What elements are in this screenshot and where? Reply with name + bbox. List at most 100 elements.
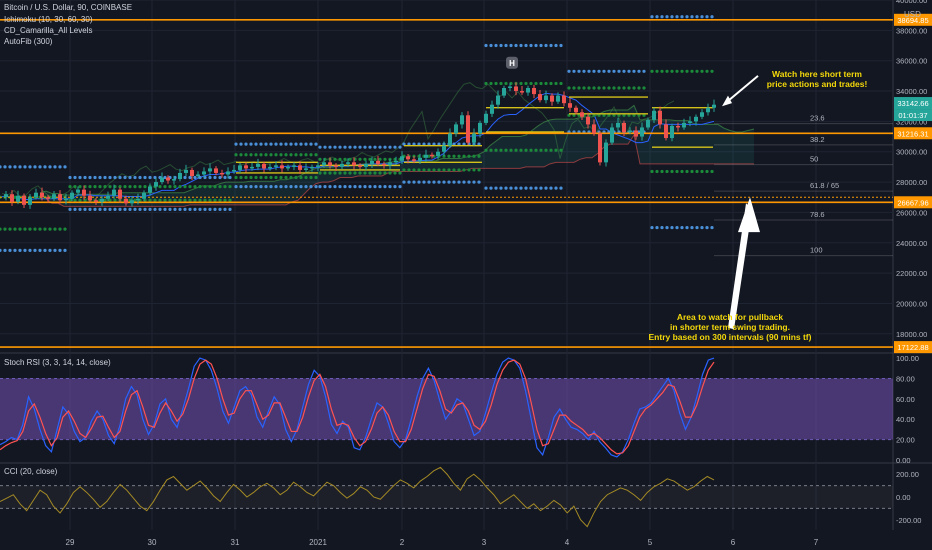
candle xyxy=(238,165,242,170)
camarilla-level xyxy=(529,186,533,190)
camarilla-level xyxy=(98,175,102,180)
candle xyxy=(178,172,182,180)
x-tick-label: 30 xyxy=(148,538,157,547)
camarilla-level xyxy=(462,168,466,172)
camarilla-level xyxy=(128,207,132,211)
camarilla-level xyxy=(43,248,47,252)
camarilla-level xyxy=(559,148,563,152)
stoch-rsi-title[interactable]: Stoch RSI (3, 3, 14, 14, close) xyxy=(4,358,111,367)
camarilla-level xyxy=(655,69,659,73)
camarilla-level xyxy=(213,198,217,202)
indicator-camarilla[interactable]: CD_Camarilla_All Levels xyxy=(4,26,93,35)
camarilla-level xyxy=(108,207,112,211)
camarilla-level xyxy=(223,175,227,180)
camarilla-level xyxy=(650,169,654,174)
camarilla-level xyxy=(452,142,456,146)
indicator-ichimoku[interactable]: Ichimoku (10, 30, 60, 30) xyxy=(4,15,93,24)
candle xyxy=(220,172,224,175)
camarilla-level xyxy=(427,154,431,158)
camarilla-level xyxy=(309,185,313,189)
camarilla-level xyxy=(88,185,92,189)
candle xyxy=(628,130,632,132)
camarilla-level xyxy=(53,227,57,231)
camarilla-level xyxy=(299,142,303,146)
camarilla-level xyxy=(519,186,523,190)
camarilla-level xyxy=(244,153,248,157)
candle xyxy=(358,165,362,167)
camarilla-level xyxy=(597,86,601,90)
camarilla-level xyxy=(33,165,37,169)
candle xyxy=(448,133,452,146)
camarilla-level xyxy=(499,43,503,48)
candle xyxy=(334,165,338,167)
camarilla-level xyxy=(398,171,402,175)
y-tick-label: 30000.00 xyxy=(896,148,927,157)
camarilla-level xyxy=(529,43,533,48)
camarilla-level xyxy=(93,207,97,211)
camarilla-level xyxy=(695,225,699,230)
x-tick-label: 7 xyxy=(814,538,819,547)
camarilla-level xyxy=(78,185,82,189)
camarilla-level xyxy=(373,171,377,175)
camarilla-level xyxy=(489,43,493,48)
fib-level-label: 61.8 / 65 xyxy=(810,181,839,190)
indicator-autofib[interactable]: AutoFib (300) xyxy=(4,37,53,46)
camarilla-level xyxy=(318,145,322,149)
price-label: 31216.31 xyxy=(897,129,928,138)
camarilla-level xyxy=(314,153,318,157)
camarilla-level xyxy=(617,113,621,117)
camarilla-level xyxy=(178,207,182,211)
camarilla-level xyxy=(259,142,263,146)
camarilla-level xyxy=(549,43,553,48)
camarilla-level xyxy=(53,165,57,169)
x-tick-label: 4 xyxy=(565,538,570,547)
cci-y-tick: 0.00 xyxy=(896,493,911,502)
camarilla-level xyxy=(218,207,222,211)
camarilla-level xyxy=(314,175,318,180)
camarilla-level xyxy=(274,185,278,189)
camarilla-level xyxy=(294,153,298,157)
candle xyxy=(148,186,152,193)
y-tick-label: 22000.00 xyxy=(896,269,927,278)
camarilla-level xyxy=(173,207,177,211)
camarilla-level xyxy=(63,227,67,231)
camarilla-level xyxy=(208,198,212,202)
camarilla-level xyxy=(393,185,397,189)
camarilla-level xyxy=(58,248,62,252)
camarilla-level xyxy=(294,142,298,146)
camarilla-level xyxy=(612,86,616,90)
camarilla-level xyxy=(622,86,626,90)
camarilla-level xyxy=(393,171,397,175)
camarilla-level xyxy=(437,168,441,172)
camarilla-level xyxy=(93,175,97,180)
camarilla-level xyxy=(254,153,258,157)
camarilla-level xyxy=(43,165,47,169)
camarilla-level xyxy=(363,157,367,161)
candle xyxy=(136,198,140,201)
camarilla-level xyxy=(427,180,431,184)
camarilla-level xyxy=(660,15,664,19)
camarilla-level xyxy=(710,69,714,73)
camarilla-level xyxy=(477,142,481,146)
camarilla-level xyxy=(318,171,322,175)
camarilla-level xyxy=(43,227,47,231)
cci-title[interactable]: CCI (20, close) xyxy=(4,467,58,476)
camarilla-level xyxy=(173,198,177,202)
camarilla-level xyxy=(383,145,387,149)
candle xyxy=(292,165,296,167)
camarilla-level xyxy=(188,198,192,202)
camarilla-level xyxy=(128,185,132,189)
camarilla-level xyxy=(138,207,142,211)
camarilla-level xyxy=(83,207,87,211)
camarilla-level xyxy=(38,165,42,169)
cci-y-tick: 200.00 xyxy=(896,470,919,479)
camarilla-level xyxy=(48,227,52,231)
candle xyxy=(388,162,392,166)
candle xyxy=(382,163,386,166)
camarilla-level xyxy=(333,185,337,189)
camarilla-level xyxy=(432,168,436,172)
camarilla-level xyxy=(504,43,508,48)
candle xyxy=(130,200,134,204)
camarilla-level xyxy=(118,185,122,189)
